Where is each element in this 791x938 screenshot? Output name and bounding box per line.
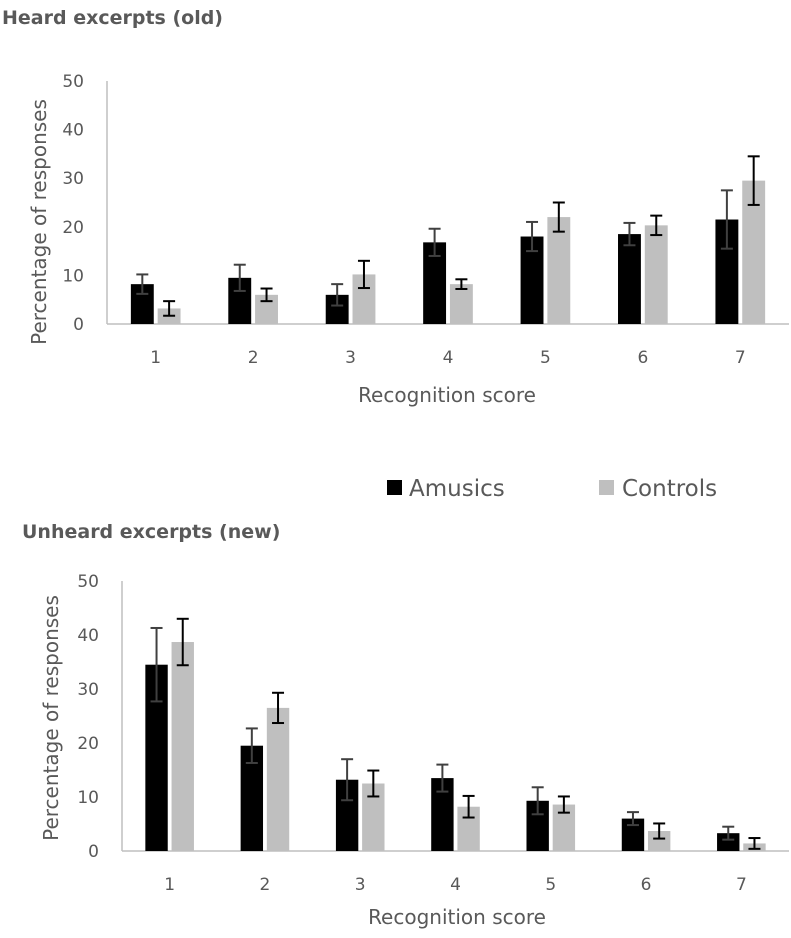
error-bar-amusics-1 <box>150 626 163 703</box>
bar-amusics-5 <box>520 236 544 324</box>
y-tick-label: 50 <box>77 572 99 592</box>
error-bar-amusics-4 <box>436 763 449 793</box>
error-bar-controls-1 <box>176 617 189 667</box>
chart-heard-excerpts: Heard excerpts (old) Percentage of respo… <box>2 7 789 407</box>
error-bar-controls-2 <box>272 691 285 725</box>
bar-amusics-7 <box>715 219 739 324</box>
x-tick-label: 3 <box>355 875 366 895</box>
y-tick-label: 0 <box>88 842 99 862</box>
chart-unheard-excerpts: Unheard excerpts (new) Percentage of res… <box>22 521 789 929</box>
error-bar-controls-3 <box>357 259 370 290</box>
x-axis-title: Recognition score <box>368 905 546 929</box>
error-bar-controls-4 <box>462 794 475 819</box>
plot-area: 0 10 20 30 40 50 1 2 3 4 5 6 7 <box>77 572 789 895</box>
bar-amusics-1 <box>145 664 168 851</box>
bar-amusics-7 <box>717 833 740 851</box>
bar-controls-2 <box>266 707 290 851</box>
error-bar-controls-2 <box>260 287 273 303</box>
x-tick-label: 2 <box>248 348 259 368</box>
x-axis-title: Recognition score <box>358 383 536 407</box>
x-tick-label: 1 <box>164 875 175 895</box>
legend-label-amusics: Amusics <box>409 476 505 502</box>
bar-amusics-3 <box>325 294 349 324</box>
bar-controls-4 <box>449 284 473 324</box>
y-tick-label: 0 <box>73 315 84 335</box>
bar-amusics-6 <box>618 234 641 324</box>
y-tick-label: 20 <box>62 218 84 238</box>
bar-controls-7 <box>742 180 766 324</box>
x-tick-label: 4 <box>450 875 461 895</box>
error-bar-amusics-1 <box>136 273 149 295</box>
bar-controls-5 <box>552 804 576 851</box>
bar-controls-6 <box>644 225 668 324</box>
error-bar-amusics-3 <box>341 758 354 802</box>
x-tick-label: 6 <box>641 875 652 895</box>
error-bar-amusics-7 <box>722 825 735 841</box>
bar-amusics-4 <box>431 778 454 851</box>
y-tick-label: 30 <box>62 169 84 189</box>
error-bar-controls-1 <box>163 300 176 317</box>
y-tick-label: 50 <box>62 72 84 92</box>
error-bar-controls-5 <box>557 795 570 814</box>
y-tick-label: 40 <box>77 626 99 646</box>
bar-controls-6 <box>647 831 671 851</box>
x-tick-label: 7 <box>736 875 747 895</box>
error-bar-controls-7 <box>747 155 760 206</box>
error-bar-controls-3 <box>367 769 380 798</box>
bar-amusics-2 <box>228 277 252 324</box>
legend-swatch-controls <box>599 480 614 495</box>
error-bar-controls-5 <box>552 201 565 233</box>
error-bar-controls-6 <box>653 822 666 840</box>
x-tick-label: 2 <box>260 875 271 895</box>
y-tick-label: 30 <box>77 680 99 700</box>
error-bar-amusics-6 <box>626 811 639 827</box>
error-bar-amusics-5 <box>531 786 544 816</box>
bar-amusics-3 <box>335 779 359 851</box>
plot-area: 0 10 20 30 40 50 1 2 3 4 5 6 7 <box>62 72 789 368</box>
bar-controls-3 <box>352 274 376 324</box>
y-tick-label: 10 <box>62 266 84 286</box>
error-bar-amusics-3 <box>331 283 344 307</box>
legend-label-controls: Controls <box>622 476 717 502</box>
x-tick-label: 5 <box>540 348 551 368</box>
x-tick-label: 1 <box>150 348 161 368</box>
x-tick-label: 3 <box>345 348 356 368</box>
error-bar-controls-6 <box>650 214 663 237</box>
error-bar-controls-7 <box>748 837 761 850</box>
x-tick-label: 7 <box>735 348 746 368</box>
bar-amusics-2 <box>240 745 264 851</box>
bar-amusics-4 <box>423 242 447 324</box>
y-tick-label: 40 <box>62 121 84 141</box>
x-tick-label: 6 <box>637 348 648 368</box>
y-tick-label: 10 <box>77 788 99 808</box>
y-axis-title: Percentage of responses <box>27 99 51 345</box>
bar-amusics-6 <box>621 818 645 851</box>
x-tick-label: 5 <box>545 875 556 895</box>
error-bar-amusics-4 <box>428 227 441 257</box>
error-bar-amusics-2 <box>233 263 246 292</box>
error-bar-amusics-6 <box>623 221 636 247</box>
error-bar-amusics-5 <box>526 220 539 253</box>
y-axis-title: Percentage of responses <box>39 595 63 841</box>
bar-controls-1 <box>171 642 194 851</box>
bar-controls-3 <box>362 783 385 851</box>
bar-controls-5 <box>547 217 571 324</box>
error-bar-amusics-7 <box>720 189 733 250</box>
error-bar-amusics-2 <box>245 727 258 764</box>
x-tick-label: 4 <box>443 348 454 368</box>
y-tick-label: 20 <box>77 734 99 754</box>
legend: Amusics Controls <box>387 476 717 502</box>
chart-title: Heard excerpts (old) <box>2 7 223 29</box>
legend-swatch-amusics <box>387 480 402 495</box>
error-bar-controls-4 <box>455 278 468 291</box>
chart-title: Unheard excerpts (new) <box>22 521 280 543</box>
